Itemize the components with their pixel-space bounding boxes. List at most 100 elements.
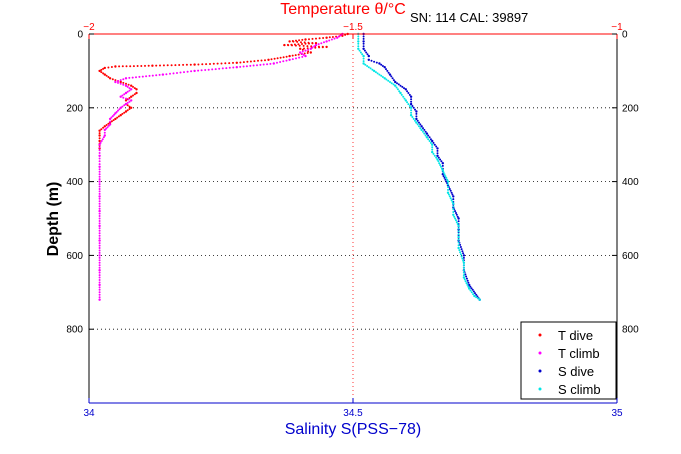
sample-dot-s-dive — [452, 198, 455, 201]
sample-dot-t-climb — [333, 37, 336, 40]
sample-dot-t-climb — [155, 74, 158, 77]
sample-dot-s-dive — [362, 37, 365, 40]
sample-dot-t-dive — [132, 94, 134, 97]
sample-dot-s-dive — [437, 156, 440, 159]
sample-dot-s-dive — [454, 210, 457, 213]
data-point-t-climb — [299, 51, 302, 54]
data-point-t-climb — [124, 84, 128, 87]
sample-dot-t-climb — [245, 65, 248, 68]
sample-dot-t-climb — [98, 188, 101, 190]
sample-dot-t-dive — [110, 120, 113, 123]
sample-dot-s-dive — [415, 115, 418, 118]
data-point-t-climb — [98, 224, 101, 228]
x-top-tick-label: −1.5 — [343, 22, 363, 33]
sample-dot-t-dive — [98, 132, 101, 135]
data-point-s-climb — [441, 169, 444, 172]
data-point-s-climb — [362, 62, 365, 65]
data-point-t-climb — [108, 123, 112, 126]
sample-dot-s-dive — [422, 127, 424, 130]
sample-dot-t-climb — [148, 74, 151, 77]
sample-dot-t-climb — [119, 82, 122, 85]
sample-dot-t-dive — [298, 44, 301, 47]
sample-dot-t-dive — [129, 65, 132, 68]
sample-dot-t-dive — [321, 46, 324, 49]
sample-dot-s-climb — [432, 152, 435, 155]
data-point-t-climb — [98, 165, 101, 168]
sample-dot-t-dive — [246, 60, 249, 63]
sample-dot-s-dive — [399, 84, 402, 87]
sample-dot-t-dive — [297, 53, 300, 56]
sample-dot-t-dive — [114, 79, 117, 82]
y-left-tick-label: 400 — [66, 177, 83, 188]
sample-dot-s-climb — [387, 79, 390, 82]
sample-dot-t-dive — [296, 40, 299, 43]
data-point-s-climb — [420, 128, 423, 132]
sample-dot-t-dive — [328, 36, 331, 39]
sample-dot-t-climb — [291, 58, 294, 61]
sample-dot-s-dive — [412, 106, 415, 109]
sample-dot-s-climb — [459, 251, 462, 254]
sample-dot-s-dive — [436, 152, 439, 155]
sample-dot-s-dive — [439, 158, 442, 161]
sample-dot-t-climb — [197, 69, 200, 72]
sample-dot-s-climb — [431, 146, 434, 149]
sample-dot-t-climb — [266, 63, 269, 66]
sample-dot-t-climb — [228, 66, 231, 69]
sample-dot-t-climb — [339, 34, 342, 37]
sample-dot-s-climb — [457, 227, 460, 230]
sample-dot-s-dive — [448, 188, 451, 190]
data-point-s-climb — [478, 298, 481, 301]
legend-marker-t-dive — [538, 333, 542, 337]
sample-dot-t-climb — [103, 131, 106, 134]
sample-dot-s-climb — [414, 119, 416, 122]
sample-dot-t-climb — [285, 59, 288, 62]
sample-dot-t-dive — [174, 64, 177, 67]
sample-dot-s-dive — [410, 100, 413, 103]
sample-dot-s-dive — [451, 193, 454, 196]
sample-dot-s-dive — [466, 279, 469, 282]
sample-dot-t-dive — [147, 64, 150, 67]
sample-dot-t-climb — [106, 126, 109, 129]
sample-dot-t-climb — [98, 249, 101, 252]
sample-dot-t-dive — [276, 57, 279, 60]
y-left-tick-label: 0 — [77, 30, 83, 41]
sample-dot-t-climb — [98, 234, 101, 237]
data-point-t-dive — [130, 95, 133, 98]
sample-dot-t-climb — [122, 83, 125, 86]
sample-dot-s-climb — [462, 271, 465, 274]
sample-dot-t-climb — [98, 222, 101, 225]
data-point-t-dive — [98, 129, 101, 132]
sample-dot-s-climb — [443, 173, 446, 176]
sample-dot-t-dive — [212, 62, 215, 65]
sample-dot-t-climb — [98, 244, 101, 247]
sample-dot-s-dive — [475, 293, 478, 296]
sample-dot-s-dive — [436, 149, 439, 152]
sample-dot-s-climb — [467, 285, 470, 288]
sample-dot-t-dive — [322, 37, 325, 39]
sample-dot-s-climb — [428, 140, 431, 142]
sample-dot-s-dive — [363, 49, 366, 52]
legend-box — [520, 321, 617, 400]
sample-dot-t-climb — [98, 217, 101, 220]
sample-dot-s-climb — [411, 116, 414, 118]
sample-dot-s-dive — [419, 123, 422, 126]
sample-dot-t-climb — [109, 120, 112, 123]
data-point-t-dive — [283, 43, 286, 47]
data-point-t-climb — [325, 40, 328, 43]
sample-dot-s-climb — [385, 78, 388, 81]
sample-dot-s-dive — [411, 105, 414, 107]
sample-dot-s-climb — [427, 138, 430, 141]
sample-dot-s-climb — [418, 125, 420, 128]
sample-dot-t-climb — [121, 94, 124, 97]
sample-dot-t-climb — [98, 185, 101, 188]
data-point-t-climb — [130, 99, 133, 102]
data-point-t-dive — [130, 106, 133, 110]
sample-dot-t-climb — [98, 242, 101, 245]
sample-dot-t-dive — [285, 55, 288, 58]
sample-dot-s-climb — [435, 156, 438, 159]
sample-dot-t-dive — [249, 60, 252, 63]
sample-dot-s-climb — [455, 219, 457, 222]
sample-dot-s-dive — [450, 191, 453, 194]
sample-dot-s-climb — [470, 291, 473, 294]
sample-dot-s-dive — [392, 79, 395, 82]
